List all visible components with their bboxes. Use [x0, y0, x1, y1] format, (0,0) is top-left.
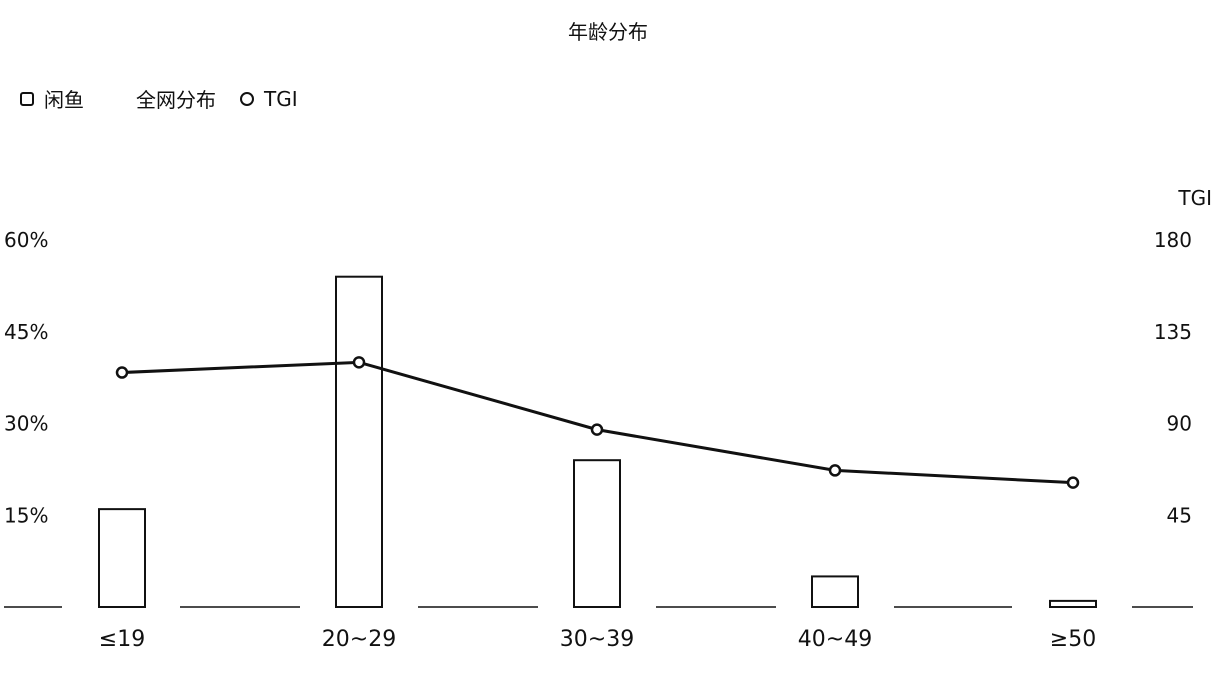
bar-xianyu — [1049, 599, 1097, 609]
tgi-point — [115, 366, 129, 379]
right-axis-title: TGI — [1177, 186, 1212, 210]
category-label: ≤19 — [99, 627, 145, 652]
right-axis-tick-label: 45 — [1167, 503, 1192, 527]
left-axis-tick-label: 45% — [4, 320, 48, 344]
chart-title: 年龄分布 — [568, 20, 648, 44]
left-axis-tick-label: 60% — [4, 228, 48, 252]
category-label: 40~49 — [798, 627, 872, 652]
left-axis-tick-label: 15% — [4, 503, 48, 527]
category-label: 30~39 — [560, 627, 634, 652]
category-label: 20~29 — [322, 627, 396, 652]
bar-xianyu — [98, 508, 146, 608]
right-axis-tick-label: 135 — [1154, 320, 1192, 344]
chart-legend: 闲鱼 全网分布 TGI — [20, 84, 322, 113]
legend-label-tgi: TGI — [264, 86, 298, 111]
right-axis-tick-label: 180 — [1154, 228, 1192, 252]
legend-square-icon — [20, 91, 34, 106]
legend-item-tgi: TGI — [240, 87, 298, 111]
bar-xianyu — [335, 275, 383, 608]
legend-item-all-network: 全网分布 — [136, 84, 216, 113]
tgi-point — [828, 464, 842, 477]
right-axis-tick-label: 90 — [1167, 412, 1192, 436]
bar-xianyu — [573, 459, 621, 609]
legend-item-xianyu: 闲鱼 — [20, 84, 84, 113]
tgi-point — [590, 423, 604, 436]
left-axis-tick-label: 30% — [4, 412, 48, 436]
tgi-point — [352, 356, 366, 369]
legend-circle-icon — [240, 91, 254, 106]
tgi-point — [1066, 476, 1080, 489]
legend-label-all-network: 全网分布 — [136, 88, 216, 112]
legend-label-xianyu: 闲鱼 — [44, 88, 84, 112]
category-label: ≥50 — [1050, 627, 1096, 652]
bar-xianyu — [811, 575, 859, 609]
